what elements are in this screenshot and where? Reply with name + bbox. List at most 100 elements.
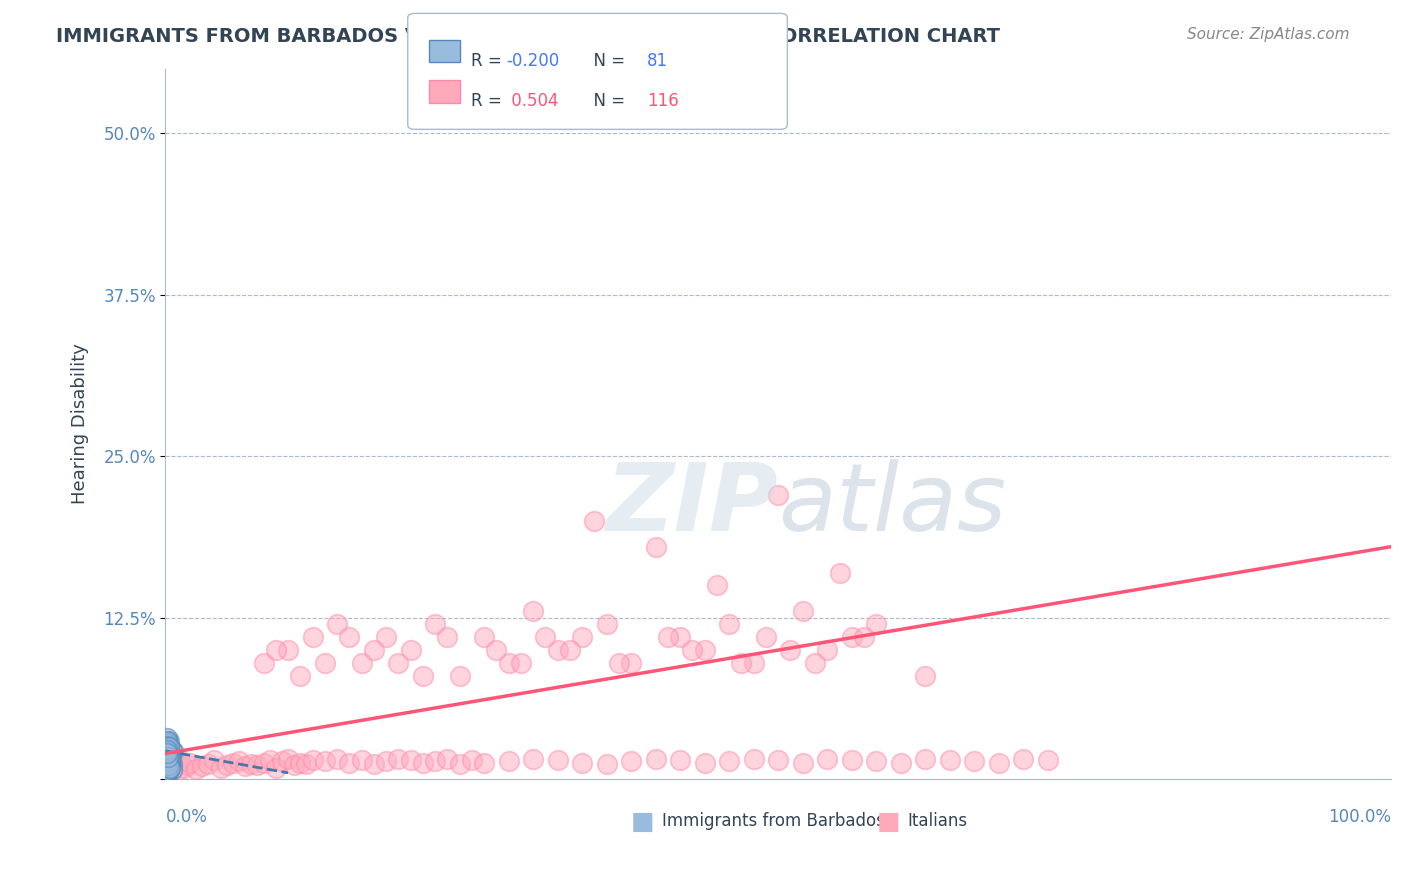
Point [815,643,838,657]
Point [718,617,741,632]
Point [191,759,214,773]
Point [156,745,179,759]
Point [498,754,520,768]
Point [156,744,179,758]
Point [841,630,863,644]
Point [160,744,183,758]
Point [693,756,716,770]
Point [718,754,741,768]
Point [571,630,593,644]
Point [461,753,484,767]
Point [156,764,179,778]
Point [156,762,179,776]
Point [157,751,180,765]
Point [159,749,181,764]
Point [157,747,180,762]
Text: 116: 116 [647,92,679,110]
Point [209,761,232,775]
Point [742,656,765,670]
Point [387,656,409,670]
Point [204,753,226,767]
Point [828,566,851,580]
Point [1036,753,1059,767]
Point [197,756,219,771]
Point [156,759,179,773]
Point [157,754,180,768]
Point [264,761,287,775]
Text: ■: ■ [876,810,900,834]
Point [156,742,179,756]
Text: R =: R = [471,92,508,110]
Point [156,741,179,756]
Point [485,643,508,657]
Point [290,756,312,770]
Point [620,754,643,768]
Text: -0.200: -0.200 [506,52,560,70]
Point [156,764,179,779]
Point [215,758,238,772]
Point [156,758,179,772]
Point [657,630,679,644]
Point [644,751,666,765]
Point [644,540,666,554]
Point [156,758,179,772]
Point [350,656,373,670]
Point [159,758,181,772]
Point [522,604,544,618]
Point [252,656,274,670]
Point [233,759,256,773]
Point [283,758,305,772]
Point [509,656,531,670]
Point [157,758,180,772]
Point [156,749,179,764]
Point [166,764,188,778]
Point [156,747,179,761]
Point [768,488,790,502]
Point [815,751,838,765]
Point [522,751,544,765]
Text: Italians: Italians [907,812,967,830]
Point [159,761,181,775]
Point [156,764,179,778]
Point [160,759,183,773]
Point [841,753,863,767]
Point [169,753,191,767]
Point [156,750,179,764]
Point [159,754,181,768]
Point [987,756,1010,770]
Point [157,741,180,756]
Point [472,756,495,770]
Point [159,761,181,775]
Point [571,756,593,770]
Point [156,759,179,773]
Point [399,643,422,657]
Point [156,761,179,775]
Point [156,753,179,767]
Text: Source: ZipAtlas.com: Source: ZipAtlas.com [1187,27,1350,42]
Point [157,762,180,776]
Point [157,756,180,771]
Point [853,630,876,644]
Point [156,739,179,754]
Point [156,759,179,773]
Point [156,765,179,780]
Point [184,762,207,776]
Y-axis label: Hearing Disability: Hearing Disability [72,343,89,504]
Point [156,753,179,767]
Point [865,754,887,768]
Point [156,747,179,761]
Point [157,747,180,762]
Point [156,762,179,776]
Point [277,643,299,657]
Point [222,756,245,770]
Point [165,756,187,771]
Point [547,643,569,657]
Point [595,756,617,771]
Point [156,733,179,747]
Text: 0.504: 0.504 [506,92,558,110]
Point [156,764,179,779]
Point [159,756,181,770]
Point [179,756,201,770]
Point [939,753,962,767]
Point [156,750,179,764]
